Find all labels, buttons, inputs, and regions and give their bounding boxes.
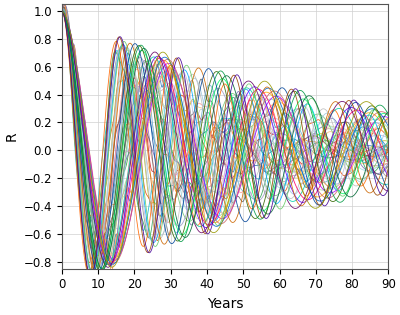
X-axis label: Years: Years [207,297,244,311]
Y-axis label: R: R [4,132,18,141]
